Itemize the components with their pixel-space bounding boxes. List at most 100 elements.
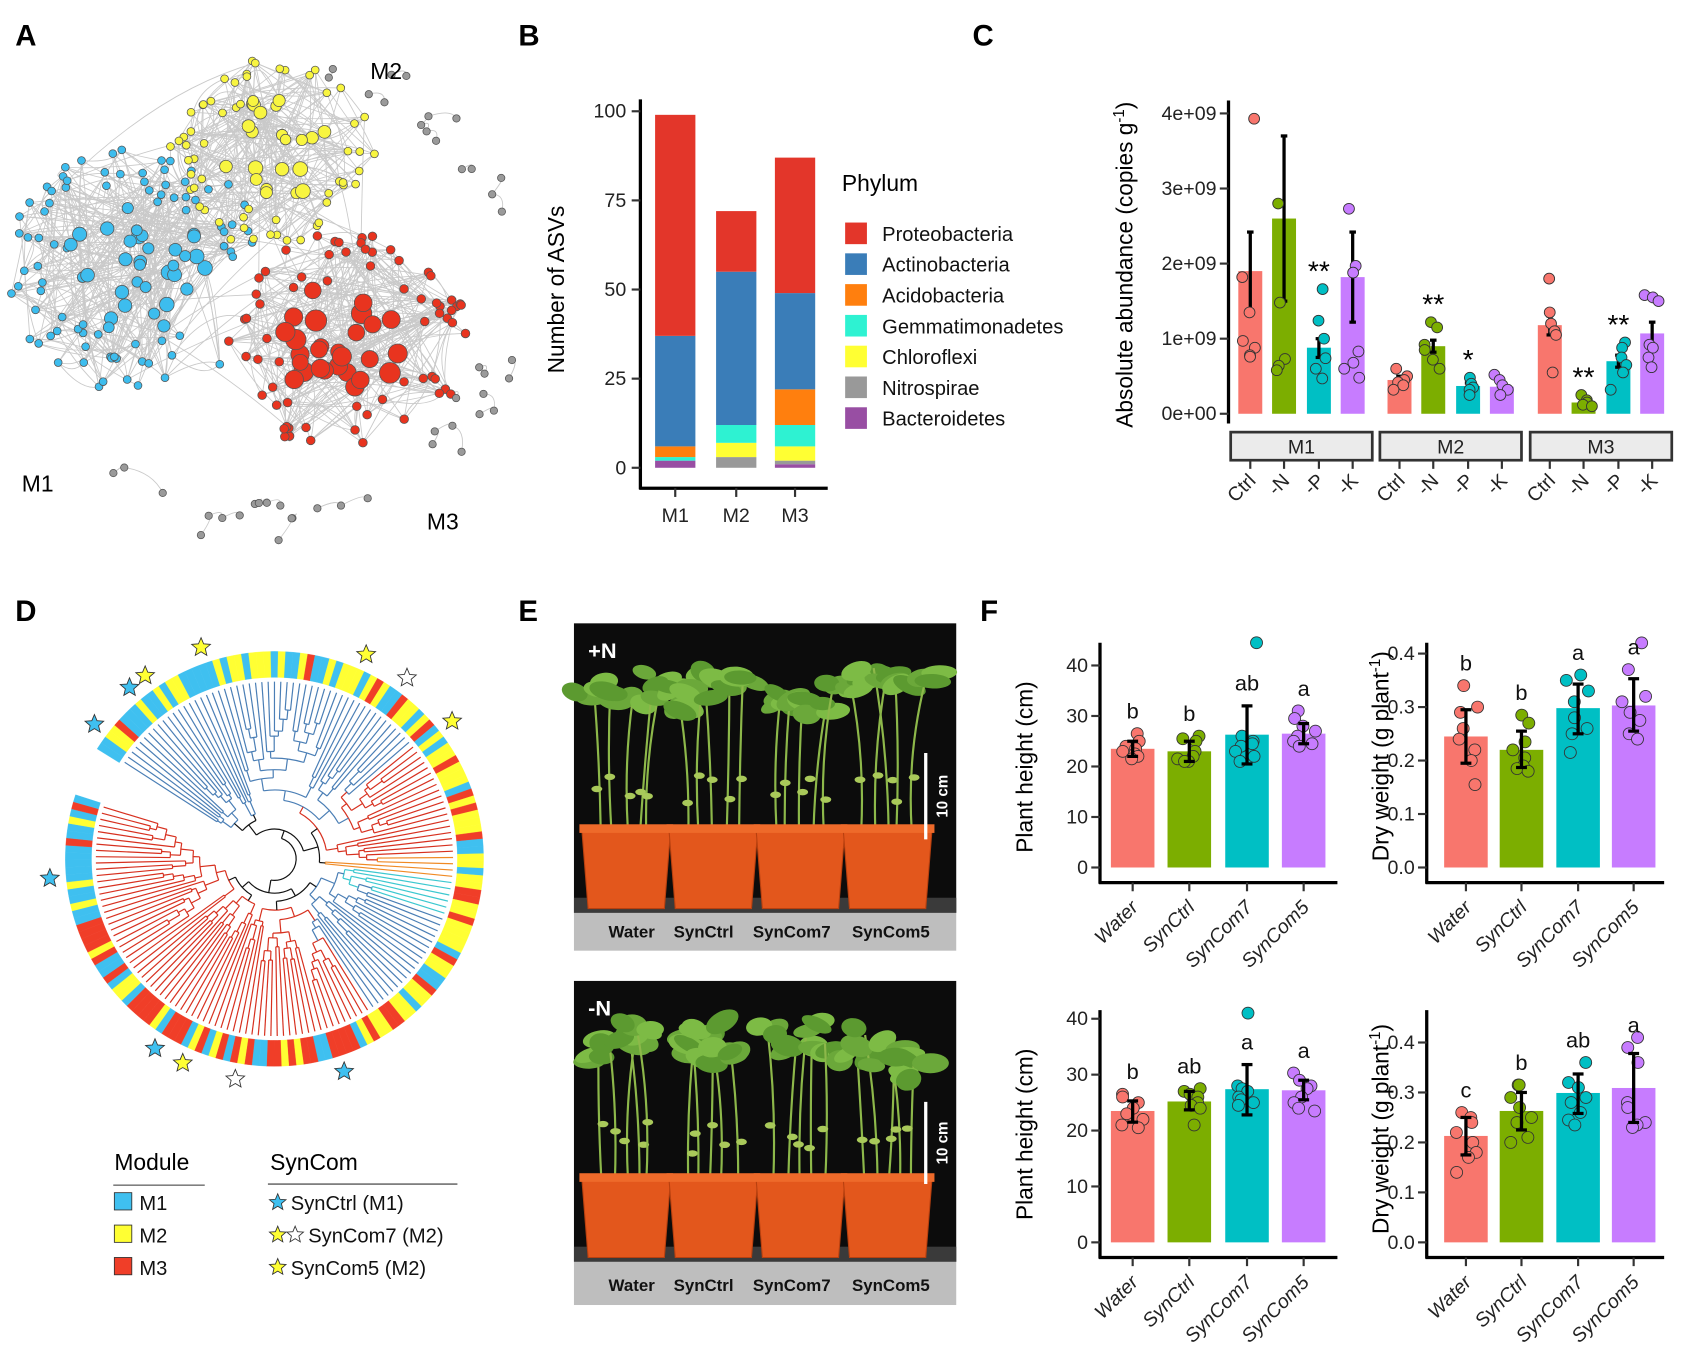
- network-node: [218, 513, 227, 523]
- module-ring: [65, 651, 484, 1067]
- tree-branch: [322, 937, 369, 1011]
- y-axis-title: Dry weight (g plant-1): [1367, 651, 1394, 861]
- tree-branch: [95, 856, 171, 859]
- network-node: [63, 237, 78, 252]
- tree-branch: [293, 731, 296, 741]
- tree-arc: [367, 815, 370, 820]
- network-edge: [246, 276, 302, 319]
- network-node: [354, 166, 364, 176]
- data-point: [1343, 202, 1355, 215]
- cotyledon: [770, 791, 782, 799]
- network-node: [338, 178, 348, 187]
- tree-branch: [168, 914, 181, 923]
- tree-branch: [354, 904, 430, 949]
- y-tick-label: 50: [604, 279, 626, 301]
- tree-branch: [368, 789, 440, 820]
- tree-branch: [315, 692, 338, 748]
- tree-branch: [226, 948, 251, 1030]
- star-icon: [119, 676, 140, 697]
- significance-letter: b: [1460, 651, 1472, 676]
- tree-branch: [346, 853, 360, 856]
- network-node: [310, 340, 328, 359]
- tree-branch: [194, 699, 247, 803]
- y-axis-title-end: ): [1368, 1024, 1394, 1032]
- network-edge: [362, 321, 426, 443]
- tree-branch: [228, 916, 236, 926]
- y-tick-label: 0.0: [1387, 1232, 1414, 1254]
- tree-branch: [194, 875, 202, 879]
- bar-segment-acidobacteria: [655, 446, 696, 458]
- stacked-bar-chart: 0 25 50 75 100 M1 M2 M3 Proteobacteria Actinobact…: [594, 99, 1063, 527]
- tree-branch: [324, 776, 331, 785]
- bar-segment-proteobacteria: [716, 211, 757, 272]
- network-node: [480, 369, 489, 378]
- legend-swatch: [113, 1257, 133, 1276]
- network-edge: [183, 136, 303, 192]
- network-edge: [11, 202, 31, 294]
- tree-arc: [311, 918, 318, 923]
- tree-arc: [151, 835, 154, 841]
- network-node: [292, 161, 309, 177]
- network-node: [188, 248, 205, 265]
- network-node: [291, 353, 309, 371]
- x-tick-label: -K: [1633, 470, 1662, 499]
- network-edge: [334, 241, 392, 320]
- cotyledon: [642, 1118, 654, 1126]
- data-point: [1586, 400, 1598, 413]
- tree-branch: [318, 690, 332, 725]
- network-node: [224, 336, 234, 346]
- star-icon: [39, 867, 61, 888]
- tree-branch: [380, 751, 418, 780]
- tree-arc: [223, 894, 226, 898]
- tree-branch: [258, 759, 261, 771]
- data-point: [1248, 112, 1261, 125]
- tree-branch: [183, 705, 239, 799]
- data-point: [1316, 372, 1329, 385]
- data-point: [1616, 341, 1628, 354]
- plant-stem: [635, 1027, 649, 1180]
- y-tick-label: 0: [1077, 1232, 1088, 1254]
- network-edge: [114, 256, 198, 358]
- data-point: [1582, 684, 1595, 698]
- network-edge: [171, 314, 247, 356]
- tree-branch: [357, 817, 369, 823]
- network-edge: [62, 293, 461, 318]
- plant-stem: [812, 709, 827, 831]
- network-node: [452, 394, 461, 403]
- tree-branch: [364, 901, 436, 938]
- data-point: [1120, 1107, 1134, 1121]
- star-icon: [172, 1052, 194, 1072]
- network-node: [271, 400, 282, 410]
- network-node: [497, 207, 506, 216]
- network-node: [250, 58, 260, 68]
- tree-branch: [359, 793, 368, 800]
- network-node: [7, 289, 16, 298]
- tree-branch: [357, 728, 397, 771]
- plant-stem: [821, 688, 834, 831]
- ring-segment-m1: [270, 651, 279, 678]
- bar-segment-acidobacteria: [774, 389, 816, 425]
- data-point: [1506, 743, 1520, 757]
- network-node: [189, 183, 199, 193]
- cotyledon: [736, 775, 747, 783]
- network-edge: [49, 198, 195, 237]
- tree-branch: [236, 921, 243, 932]
- tree-arc: [218, 814, 221, 818]
- tree-branch: [328, 900, 416, 969]
- tree-branch: [359, 883, 373, 889]
- network-edge: [259, 303, 307, 428]
- cotyledon: [624, 792, 636, 800]
- pot-rim: [840, 824, 935, 833]
- tree-branch: [311, 929, 319, 941]
- tree-arc: [190, 888, 193, 892]
- tree-branch: [200, 697, 249, 803]
- network-edge: [320, 248, 366, 347]
- tree-branch: [249, 801, 256, 815]
- tree-branch: [282, 958, 291, 1036]
- tree-branch: [351, 802, 363, 811]
- network-node: [72, 226, 88, 242]
- tree-branch: [152, 837, 165, 841]
- tree-branch: [325, 861, 453, 871]
- tree-arc: [290, 958, 295, 960]
- network-edge: [317, 232, 363, 238]
